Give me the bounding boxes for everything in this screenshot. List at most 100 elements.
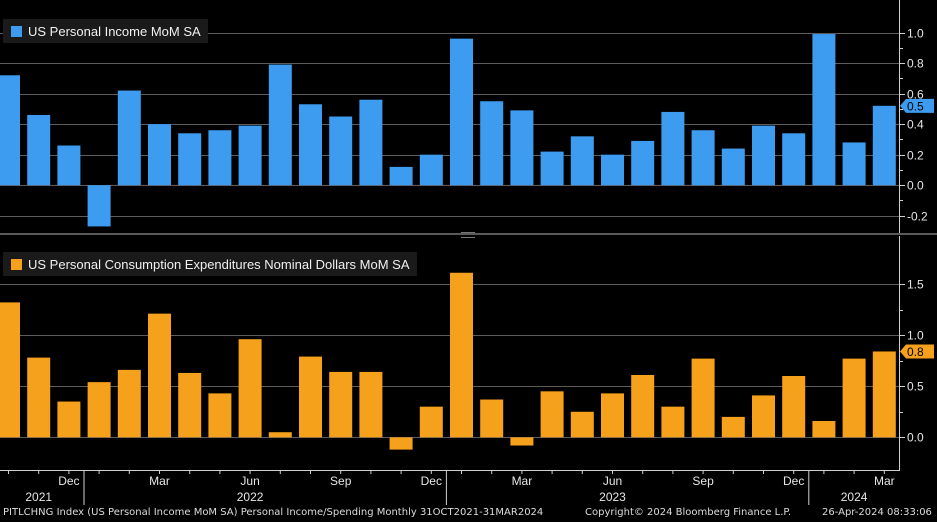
income-bar[interactable] bbox=[0, 75, 20, 186]
x-axis-month-label: Dec bbox=[58, 474, 79, 488]
income-y-tick-label: 0.4 bbox=[907, 118, 924, 132]
income-legend: US Personal Income MoM SA bbox=[3, 19, 208, 43]
pce-y-tick-label: 1.0 bbox=[907, 329, 924, 343]
income-bar[interactable] bbox=[872, 105, 896, 186]
income-bar[interactable] bbox=[540, 151, 564, 186]
income-bar[interactable] bbox=[721, 148, 745, 186]
income-bar[interactable] bbox=[57, 145, 81, 186]
pce-y-tick-label: 0.0 bbox=[907, 431, 924, 445]
pce-bar[interactable] bbox=[570, 411, 594, 438]
income-bar[interactable] bbox=[178, 133, 202, 186]
pce-bar[interactable] bbox=[299, 356, 322, 438]
personal-income-panel: -0.2 0.0 0.2 0.4 0.6 0.8 1.0 0.5 bbox=[0, 27, 934, 227]
pce-bar[interactable] bbox=[812, 420, 836, 438]
income-last-value-label: 0.5 bbox=[907, 99, 924, 113]
pce-bar[interactable] bbox=[27, 357, 51, 438]
pce-bar[interactable] bbox=[782, 376, 806, 438]
x-axis-month-label: Jun bbox=[603, 474, 622, 488]
pce-bar[interactable] bbox=[87, 382, 111, 438]
income-bar[interactable] bbox=[87, 185, 111, 227]
income-bar[interactable] bbox=[268, 64, 292, 186]
x-axis-month-label: Mar bbox=[512, 474, 533, 488]
pce-panel: 0.0 0.5 1.0 1.5 0.8 bbox=[0, 272, 934, 450]
income-y-tick-label: 1.0 bbox=[907, 27, 924, 41]
income-legend-label: US Personal Income MoM SA bbox=[28, 23, 201, 39]
income-bar[interactable] bbox=[27, 114, 51, 186]
pce-legend-label: US Personal Consumption Expenditures Nom… bbox=[28, 256, 410, 272]
income-bar[interactable] bbox=[691, 130, 715, 186]
income-legend-swatch bbox=[11, 25, 22, 37]
pce-bar[interactable] bbox=[661, 406, 685, 438]
x-axis-month-label: Dec bbox=[421, 474, 442, 488]
pce-last-value-label: 0.8 bbox=[907, 345, 924, 359]
pce-bar[interactable] bbox=[842, 358, 866, 438]
x-axis-year-label: 2021 bbox=[25, 490, 52, 504]
income-bar[interactable] bbox=[450, 38, 473, 186]
panel-resize-handle[interactable] bbox=[461, 232, 475, 238]
income-y-tick-label: 0.6 bbox=[907, 88, 924, 102]
income-bar[interactable] bbox=[661, 111, 685, 186]
income-bar[interactable] bbox=[208, 130, 232, 186]
x-axis-month-label: Sep bbox=[330, 474, 352, 488]
pce-bar[interactable] bbox=[389, 437, 413, 450]
income-bar[interactable] bbox=[842, 142, 866, 186]
x-axis-year-label: 2023 bbox=[599, 490, 626, 504]
pce-bar[interactable] bbox=[601, 393, 624, 438]
pce-bar[interactable] bbox=[721, 416, 745, 438]
income-bar[interactable] bbox=[389, 166, 413, 186]
pce-bar[interactable] bbox=[0, 302, 20, 438]
income-bar[interactable] bbox=[148, 124, 171, 186]
income-bar[interactable] bbox=[238, 125, 262, 186]
pce-bar[interactable] bbox=[329, 371, 353, 438]
x-axis-year-label: 2024 bbox=[841, 490, 868, 504]
x-axis-year-label: 2022 bbox=[237, 490, 264, 504]
x-axis-month-label: Jun bbox=[240, 474, 259, 488]
pce-bar[interactable] bbox=[540, 391, 564, 438]
pce-legend-swatch bbox=[11, 258, 22, 270]
pce-bar[interactable] bbox=[631, 374, 655, 438]
pce-y-tick-label: 1.5 bbox=[907, 278, 924, 292]
income-bar[interactable] bbox=[299, 104, 322, 186]
pce-bar[interactable] bbox=[510, 437, 534, 446]
x-axis-month-label: Mar bbox=[874, 474, 895, 488]
income-last-value-tag: 0.5 bbox=[900, 98, 934, 113]
pce-bar[interactable] bbox=[872, 351, 896, 438]
pce-bar[interactable] bbox=[359, 371, 383, 438]
x-axis-month-label: Mar bbox=[149, 474, 170, 488]
income-bar[interactable] bbox=[117, 90, 141, 186]
chart-canvas: -0.2 0.0 0.2 0.4 0.6 0.8 1.0 0.5 0.0 0.5 1.0 1.5 0.… bbox=[0, 0, 937, 505]
pce-bar[interactable] bbox=[208, 393, 232, 438]
pce-bar[interactable] bbox=[117, 369, 141, 438]
footer-timestamp: 26-Apr-2024 08:33:06 bbox=[822, 507, 932, 518]
pce-bar[interactable] bbox=[238, 339, 262, 438]
income-bar[interactable] bbox=[752, 125, 775, 186]
pce-bar[interactable] bbox=[178, 372, 202, 438]
pce-legend: US Personal Consumption Expenditures Nom… bbox=[3, 252, 417, 276]
income-bar[interactable] bbox=[812, 34, 836, 186]
income-bar[interactable] bbox=[601, 154, 624, 186]
income-bar[interactable] bbox=[480, 101, 504, 186]
pce-bar[interactable] bbox=[148, 313, 171, 438]
income-y-tick-label: -0.2 bbox=[907, 210, 928, 224]
income-bar[interactable] bbox=[782, 133, 806, 186]
income-y-tick-label: 0.8 bbox=[907, 57, 924, 71]
income-bar[interactable] bbox=[631, 140, 655, 186]
income-bar[interactable] bbox=[570, 136, 594, 186]
pce-bar[interactable] bbox=[57, 401, 81, 438]
income-bar[interactable] bbox=[329, 116, 353, 186]
pce-bar[interactable] bbox=[268, 432, 292, 438]
pce-bar[interactable] bbox=[450, 272, 473, 438]
income-bar[interactable] bbox=[419, 154, 443, 186]
income-y-tick-label: 0.0 bbox=[907, 179, 924, 193]
pce-bar[interactable] bbox=[419, 406, 443, 438]
pce-bar[interactable] bbox=[691, 358, 715, 438]
x-axis-month-label: Sep bbox=[692, 474, 714, 488]
pce-bar[interactable] bbox=[480, 399, 504, 438]
footer-copyright: Copyright© 2024 Bloomberg Finance L.P. bbox=[585, 507, 792, 518]
pce-bar[interactable] bbox=[752, 395, 775, 438]
income-bar[interactable] bbox=[359, 99, 383, 186]
x-axis: Dec Mar Jun Sep Dec Mar Jun Sep Dec Mar 2021 2022 20… bbox=[8, 470, 895, 505]
income-y-tick-label: 0.2 bbox=[907, 149, 924, 163]
income-bar[interactable] bbox=[510, 110, 534, 186]
pce-last-value-tag: 0.8 bbox=[900, 344, 934, 359]
